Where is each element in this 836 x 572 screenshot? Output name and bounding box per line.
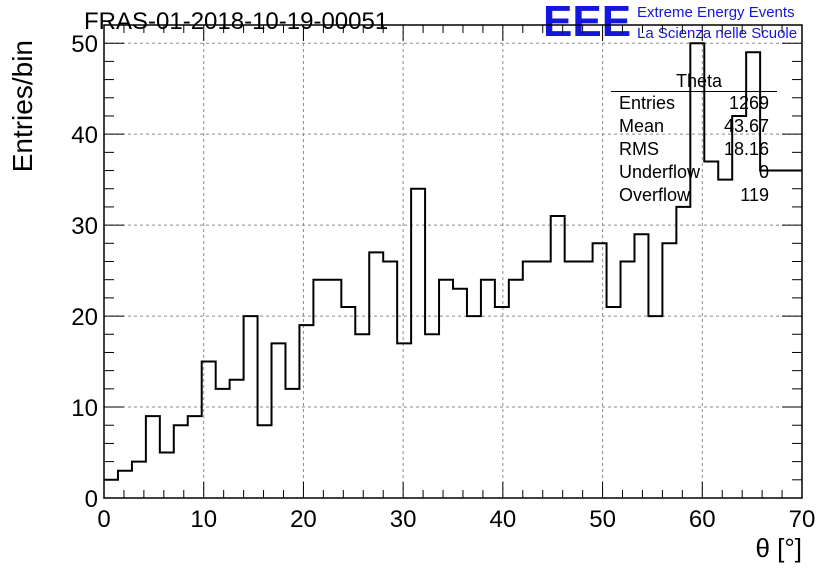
y-tick-label: 0	[85, 486, 98, 513]
stats-value: 0	[758, 162, 769, 182]
stats-row-overflow: Overflow 119	[611, 184, 777, 207]
stats-row-underflow: Underflow 0	[611, 161, 777, 184]
logo-line-2: La Scienza nelle Scuole	[637, 25, 798, 42]
stats-label: RMS	[619, 139, 659, 159]
stats-divider	[611, 91, 777, 92]
stats-row-mean: Mean 43.67	[611, 115, 777, 138]
x-tick-label: 50	[589, 506, 616, 533]
y-tick-label: 40	[71, 122, 98, 149]
x-tick-label: 10	[190, 506, 217, 533]
logo-line-1: Extreme Energy Events	[637, 4, 795, 21]
x-axis-label: θ [°]	[755, 533, 802, 563]
y-axis-label: Entries/bin	[7, 40, 38, 172]
y-tick-label: 50	[71, 31, 98, 58]
stats-value: 43.67	[723, 116, 769, 136]
stats-row-entries: Entries 1269	[611, 92, 777, 115]
x-tick-label: 0	[97, 506, 110, 533]
histogram-series	[104, 42, 802, 481]
stats-row-rms: RMS 18.16	[611, 138, 777, 161]
stats-label: Mean	[619, 116, 665, 136]
x-tick-label: 60	[689, 506, 716, 533]
stats-title: Theta	[675, 71, 723, 91]
y-tick-label: 10	[71, 395, 98, 422]
x-tick-label: 70	[789, 506, 816, 533]
x-tick-label: 40	[490, 506, 517, 533]
stats-label: Overflow	[619, 185, 691, 205]
stats-label: Underflow	[619, 162, 701, 182]
eee-logo: EEE	[543, 0, 632, 46]
chart-title: FRAS-01-2018-10-19-00051	[84, 8, 389, 35]
x-tick-label: 20	[290, 506, 317, 533]
stats-value: 119	[740, 185, 769, 205]
stats-box: Theta Entries 1269 Mean 43.67 RMS 18.16 …	[611, 71, 777, 207]
stats-value: 1269	[728, 93, 769, 113]
x-tick-label: 30	[390, 506, 417, 533]
stats-value: 18.16	[723, 139, 769, 159]
y-tick-label: 30	[71, 213, 98, 240]
stats-label: Entries	[619, 93, 676, 113]
y-tick-label: 20	[71, 304, 98, 331]
